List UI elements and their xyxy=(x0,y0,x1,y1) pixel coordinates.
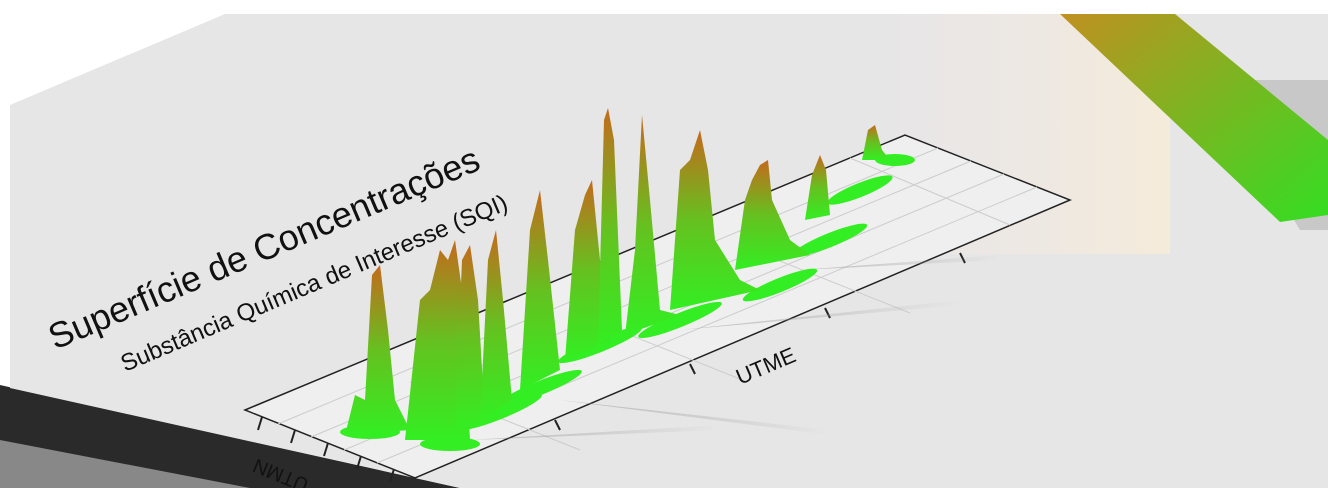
peaks xyxy=(345,108,890,440)
peak-shadows xyxy=(470,255,1000,440)
ribbon xyxy=(1060,14,1328,222)
slab-side xyxy=(0,440,250,488)
floor-blobs xyxy=(340,154,915,451)
